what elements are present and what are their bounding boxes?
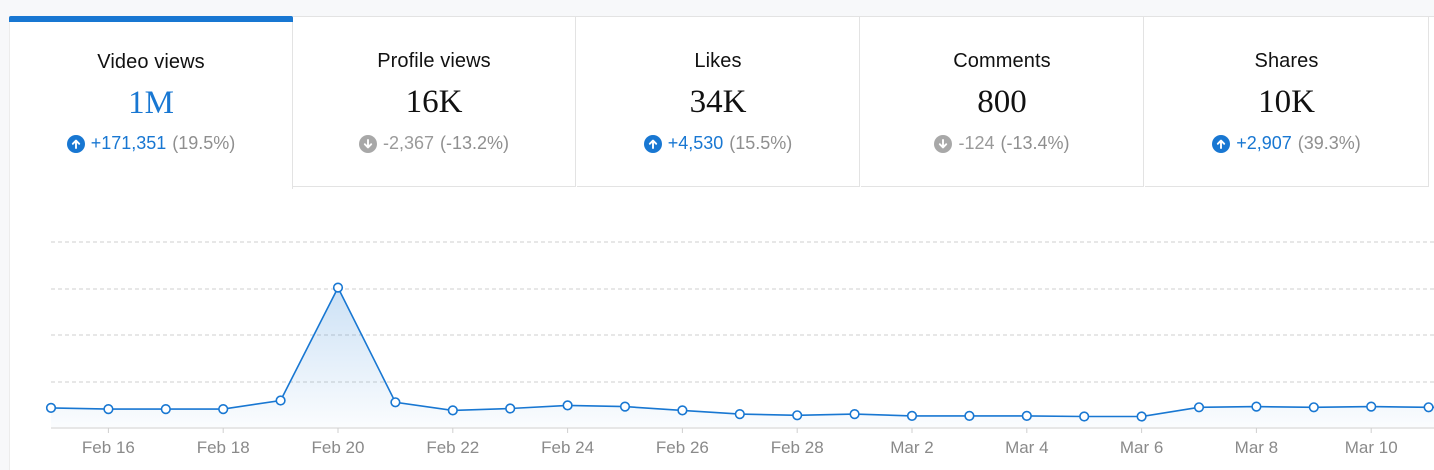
x-tick-label: Feb 22	[426, 438, 479, 457]
data-point[interactable]	[734, 409, 745, 420]
arrow-up-icon	[66, 134, 85, 153]
delta-value: +2,907	[1236, 133, 1292, 153]
chart-grid	[51, 241, 1434, 429]
tab-label: Video views	[97, 51, 205, 73]
data-point[interactable]	[275, 395, 286, 406]
data-point[interactable]	[505, 403, 516, 414]
data-point[interactable]	[1308, 402, 1319, 413]
data-point[interactable]	[447, 405, 458, 416]
data-point[interactable]	[1251, 401, 1262, 412]
tab-value: 800	[977, 84, 1027, 120]
data-point[interactable]	[160, 404, 171, 415]
data-point[interactable]	[332, 282, 344, 293]
x-tick-label: Feb 18	[197, 438, 250, 457]
tab-likes[interactable]: Likes 34K +4,530 (15.5%)	[577, 17, 860, 187]
x-tick-label: Feb 28	[771, 438, 824, 457]
data-point[interactable]	[1193, 402, 1205, 413]
analytics-panel: Video views 1M +171,351 (19.5%) Profile …	[9, 16, 1434, 470]
arrow-up-icon	[1212, 134, 1231, 153]
data-point[interactable]	[390, 397, 401, 408]
delta-percent: (-13.2%)	[440, 133, 510, 153]
data-point[interactable]	[792, 410, 803, 421]
tab-change: -124 (-13.4%)	[861, 133, 1143, 154]
data-point[interactable]	[1021, 410, 1032, 422]
tab-change: +171,351 (19.5%)	[10, 133, 292, 154]
data-point[interactable]	[103, 404, 114, 415]
arrow-down-icon	[934, 134, 953, 153]
delta-value: -124	[958, 133, 995, 153]
tab-value: 16K	[405, 84, 463, 120]
data-point[interactable]	[45, 402, 57, 414]
delta-percent: (15.5%)	[729, 133, 793, 153]
x-tick-label: Feb 16	[82, 438, 135, 457]
data-point[interactable]	[1366, 401, 1377, 412]
delta-percent: (-13.4%)	[1000, 133, 1070, 153]
delta-value: +4,530	[667, 133, 724, 153]
chart-points[interactable]	[45, 282, 1434, 422]
x-tick-label: Mar 8	[1235, 438, 1278, 457]
tab-comments[interactable]: Comments 800 -124 (-13.4%)	[861, 17, 1144, 187]
x-tick-label: Feb 20	[312, 438, 365, 457]
delta-value: +171,351	[90, 133, 167, 153]
arrow-up-icon	[643, 134, 662, 153]
metric-tabs: Video views 1M +171,351 (19.5%) Profile …	[9, 16, 1434, 189]
data-point[interactable]	[964, 410, 975, 422]
x-tick-label: Feb 26	[656, 438, 709, 457]
data-point[interactable]	[906, 410, 918, 422]
tab-label: Shares	[1254, 50, 1319, 72]
data-point[interactable]	[218, 404, 229, 415]
chart-area	[51, 287, 1434, 427]
series-area	[51, 287, 1434, 427]
tab-change: +4,530 (15.5%)	[577, 133, 859, 154]
tab-change: +2,907 (39.3%)	[1145, 133, 1428, 154]
tab-profile-views[interactable]: Profile views 16K -2,367 (-13.2%)	[293, 17, 576, 187]
data-point[interactable]	[1423, 402, 1434, 413]
chart-line	[50, 285, 1434, 418]
series-line	[50, 285, 1434, 418]
x-axis-ticks: Feb 16 Feb 18 Feb 20 Feb 22 Feb 24 Feb 26 Feb …	[82, 428, 1398, 457]
x-tick-label: Mar 10	[1345, 438, 1398, 457]
data-point[interactable]	[1079, 411, 1090, 422]
tab-label: Profile views	[377, 50, 491, 72]
tab-shares[interactable]: Shares 10K +2,907 (39.3%)	[1145, 17, 1429, 187]
x-tick-label: Mar 2	[890, 438, 933, 457]
arrow-down-icon	[358, 134, 377, 153]
tab-video-views[interactable]: Video views 1M +171,351 (19.5%)	[9, 16, 293, 189]
x-tick-label: Mar 4	[1005, 438, 1048, 457]
data-point[interactable]	[619, 401, 631, 412]
tab-label: Likes	[694, 50, 742, 72]
x-tick-label: Feb 24	[541, 438, 594, 457]
data-point[interactable]	[677, 405, 688, 416]
delta-value: -2,367	[382, 133, 434, 153]
tab-value: 34K	[689, 84, 747, 120]
tab-change: -2,367 (-13.2%)	[293, 133, 575, 154]
data-point[interactable]	[562, 400, 573, 411]
data-point[interactable]	[849, 409, 860, 420]
tab-value: 10K	[1258, 84, 1315, 120]
delta-percent: (39.3%)	[1297, 133, 1361, 153]
tab-value: 1M	[128, 85, 174, 121]
x-tick-label: Mar 6	[1120, 438, 1163, 457]
delta-percent: (19.5%)	[172, 133, 236, 153]
tab-label: Comments	[953, 50, 1051, 72]
data-point[interactable]	[1136, 411, 1147, 422]
